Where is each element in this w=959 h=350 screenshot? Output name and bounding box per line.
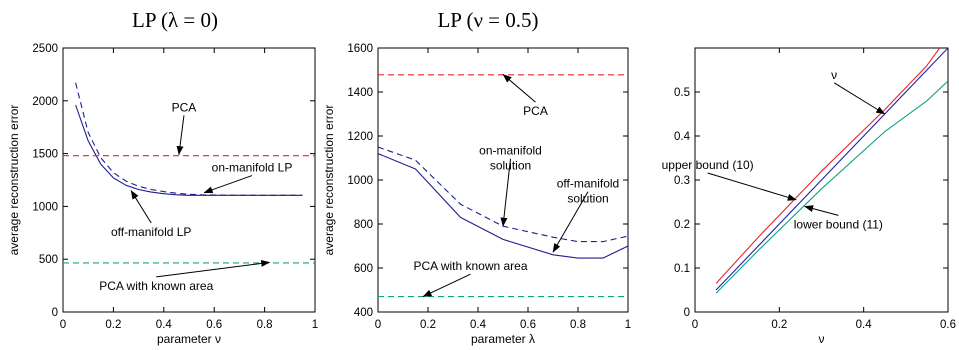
- y-tick-label: 2500: [32, 43, 58, 55]
- annotation-on-manifold-lp: on-manifold LP: [212, 161, 293, 175]
- annotation-arrow: [500, 158, 511, 227]
- y-tick-label: 1600: [347, 43, 373, 55]
- y-tick-label: 0.3: [674, 175, 690, 187]
- y-tick-label: 1000: [32, 201, 58, 213]
- series-line-lower-bound-11: [715, 80, 948, 294]
- y-tick-label: 500: [39, 254, 58, 266]
- annotation-upper-bound-10: upper bound (10): [662, 158, 754, 172]
- y-tick-label: 1200: [347, 131, 373, 143]
- y-tick-label: 0: [52, 307, 58, 319]
- axes-frame: [62, 47, 316, 313]
- y-tick-label: 0.2: [674, 219, 690, 231]
- series-line-upper-bound-10: [715, 48, 941, 284]
- x-axis-label: parameter λ: [471, 332, 535, 346]
- x-tick-label: 0.2: [771, 319, 787, 331]
- annotation-off-manifold: off-manifold: [557, 177, 619, 191]
- x-tick-label: 0.2: [105, 319, 121, 331]
- y-axis-label: average reconstruction error: [322, 105, 336, 256]
- annotation-on-manifold: on-manifold: [479, 144, 542, 158]
- x-tick-label: 0: [692, 319, 698, 331]
- series-group: [63, 82, 315, 264]
- annotation-solution: solution: [567, 191, 608, 205]
- annotation-pca-with-known-area: PCA with known area: [99, 279, 213, 293]
- x-tick-label: 0.6: [206, 319, 222, 331]
- series-line-off-manifold-solution: [378, 153, 628, 259]
- y-tick-label: 0: [684, 307, 690, 319]
- x-tick-label: 0.4: [470, 319, 487, 331]
- annotation-solution: solution: [490, 158, 531, 172]
- x-tick-label: 0.8: [257, 319, 273, 331]
- x-tick-label: 1: [625, 319, 631, 331]
- x-tick-label: 0.6: [940, 319, 956, 331]
- x-tick-label: 1: [312, 319, 318, 331]
- annotation-arrow: [156, 259, 271, 278]
- y-tick-label: 600: [354, 263, 373, 275]
- annotation-pca-with-known-area: PCA with known area: [413, 259, 527, 273]
- x-axis-label: ν: [819, 332, 825, 346]
- annotation-arrow: [176, 115, 185, 156]
- y-tick-label: 2000: [32, 96, 58, 108]
- x-axis-label: parameter ν: [157, 332, 221, 346]
- series-line-on-manifold-solution: [378, 146, 628, 243]
- annotation-arrow: [833, 82, 886, 115]
- series-line-item: [715, 48, 948, 291]
- y-tick-label: 400: [354, 307, 373, 319]
- panel-title: LP (ν = 0.5): [437, 8, 538, 32]
- y-tick-label: 1500: [32, 149, 58, 161]
- x-tick-label: 0.4: [156, 319, 173, 331]
- x-tick-label: 0.2: [420, 319, 436, 331]
- y-tick-label: 0.4: [674, 131, 691, 143]
- annotation-arrow: [804, 205, 839, 216]
- x-tick-label: 0: [375, 319, 381, 331]
- annotation-arrow: [707, 172, 797, 201]
- panel-title: LP (λ = 0): [132, 8, 218, 32]
- annotation-item: ν: [831, 68, 837, 82]
- annotation-lower-bound-11: lower bound (11): [794, 217, 883, 231]
- y-tick-label: 800: [354, 219, 373, 231]
- y-tick-label: 0.5: [674, 87, 690, 99]
- annotation-pca: PCA: [523, 104, 548, 118]
- annotation-off-manifold-lp: off-manifold LP: [111, 225, 192, 239]
- y-axis-label: average reconstruction error: [7, 105, 21, 256]
- x-tick-label: 0.6: [520, 319, 536, 331]
- panel-lp-nu-0-5: 0 0.2 0.4 0.6 0.8 14006008001000120014001600P…: [322, 8, 631, 346]
- x-tick-label: 0.4: [856, 319, 873, 331]
- x-tick-label: 0.8: [570, 319, 586, 331]
- y-tick-label: 1400: [347, 87, 373, 99]
- x-tick-label: 0: [60, 319, 66, 331]
- series-line-off-manifold-lp: [75, 104, 303, 196]
- y-tick-label: 1000: [347, 175, 373, 187]
- annotation-arrow: [502, 74, 536, 103]
- panel-lp-lambda-0: 0 0.2 0.4 0.6 0.8 1 0 500 1000 1500 2000 2500 PCA on-…: [7, 8, 318, 346]
- annotation-pca: PCA: [172, 100, 197, 114]
- y-tick-label: 0.1: [674, 263, 690, 275]
- series-group: [715, 48, 948, 294]
- annotation-arrow: [203, 175, 253, 194]
- annotation-arrow: [130, 190, 152, 224]
- annotation-arrow: [552, 191, 589, 253]
- annotation-arrow: [422, 273, 471, 298]
- panel-bounds: 0 0.2 0.4 0.6 0 0.1 0.2 0.3 0.4 0.5 ν upper bound (…: [662, 47, 956, 346]
